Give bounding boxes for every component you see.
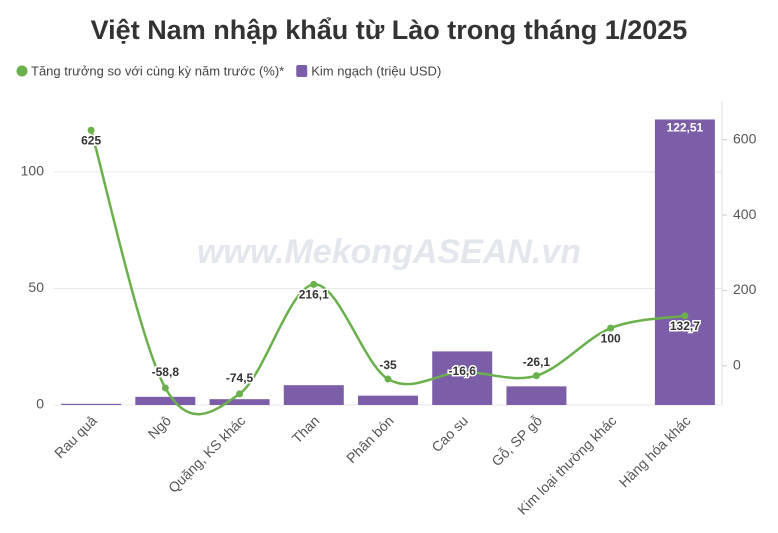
y-tick-label: 50 [28, 279, 44, 295]
line-value-label: -35 [379, 358, 397, 372]
bar [61, 403, 122, 405]
line-point [384, 375, 392, 383]
y2-tick-label: 0 [733, 357, 741, 373]
bar-value-label: 122,51 [667, 121, 704, 135]
x-tick-label: Than [289, 412, 323, 446]
y-tick-label: 0 [36, 396, 44, 412]
x-tick-label: Gỗ, SP gỗ [488, 412, 545, 469]
bar [283, 385, 344, 405]
bar [654, 119, 715, 405]
legend-label: Kim ngạch (triệu USD) [311, 63, 441, 78]
line-value-label: -26,1 [523, 355, 551, 369]
legend-label: Tăng trưởng so với cùng kỳ năm trước (%)… [31, 63, 284, 78]
line-value-label: 100 [601, 331, 621, 345]
watermark: www.MekongASEAN.vn [197, 233, 581, 271]
line-value-label: -74,5 [226, 371, 254, 385]
x-tick-label: Phân bón [343, 412, 397, 466]
x-tick-label: Hàng hóa khác [616, 412, 694, 490]
line-point [607, 324, 615, 332]
y2-tick-label: 600 [733, 130, 757, 146]
line-value-label: 216,1 [299, 288, 329, 302]
line-value-label: 625 [81, 133, 101, 147]
x-tick-label: Quặng, KS khác [165, 412, 248, 495]
line-value-label: -16,6 [449, 364, 477, 378]
x-tick-label: Cao su [428, 412, 471, 455]
bar [135, 396, 196, 405]
line-point [161, 384, 169, 392]
line-point [458, 368, 466, 376]
legend-marker [296, 65, 308, 77]
line-point [532, 372, 540, 380]
bar [358, 395, 418, 405]
line-value-label: -58,8 [152, 365, 180, 379]
line-point [236, 390, 244, 398]
line-point [87, 126, 95, 134]
bar [209, 399, 270, 405]
bar [506, 386, 567, 405]
line-value-label: 132,7 [670, 319, 700, 333]
x-tick-label: Ngô [145, 412, 175, 442]
x-tick-label: Rau quả [51, 412, 100, 461]
legend-marker [16, 65, 28, 77]
y2-tick-label: 400 [733, 206, 757, 222]
y-tick-label: 100 [21, 163, 45, 179]
bar [432, 351, 493, 405]
y2-tick-label: 200 [733, 281, 757, 297]
chart-title: Việt Nam nhập khẩu từ Lào trong tháng 1/… [91, 15, 688, 45]
line-point [681, 312, 689, 320]
line-point [310, 280, 318, 288]
